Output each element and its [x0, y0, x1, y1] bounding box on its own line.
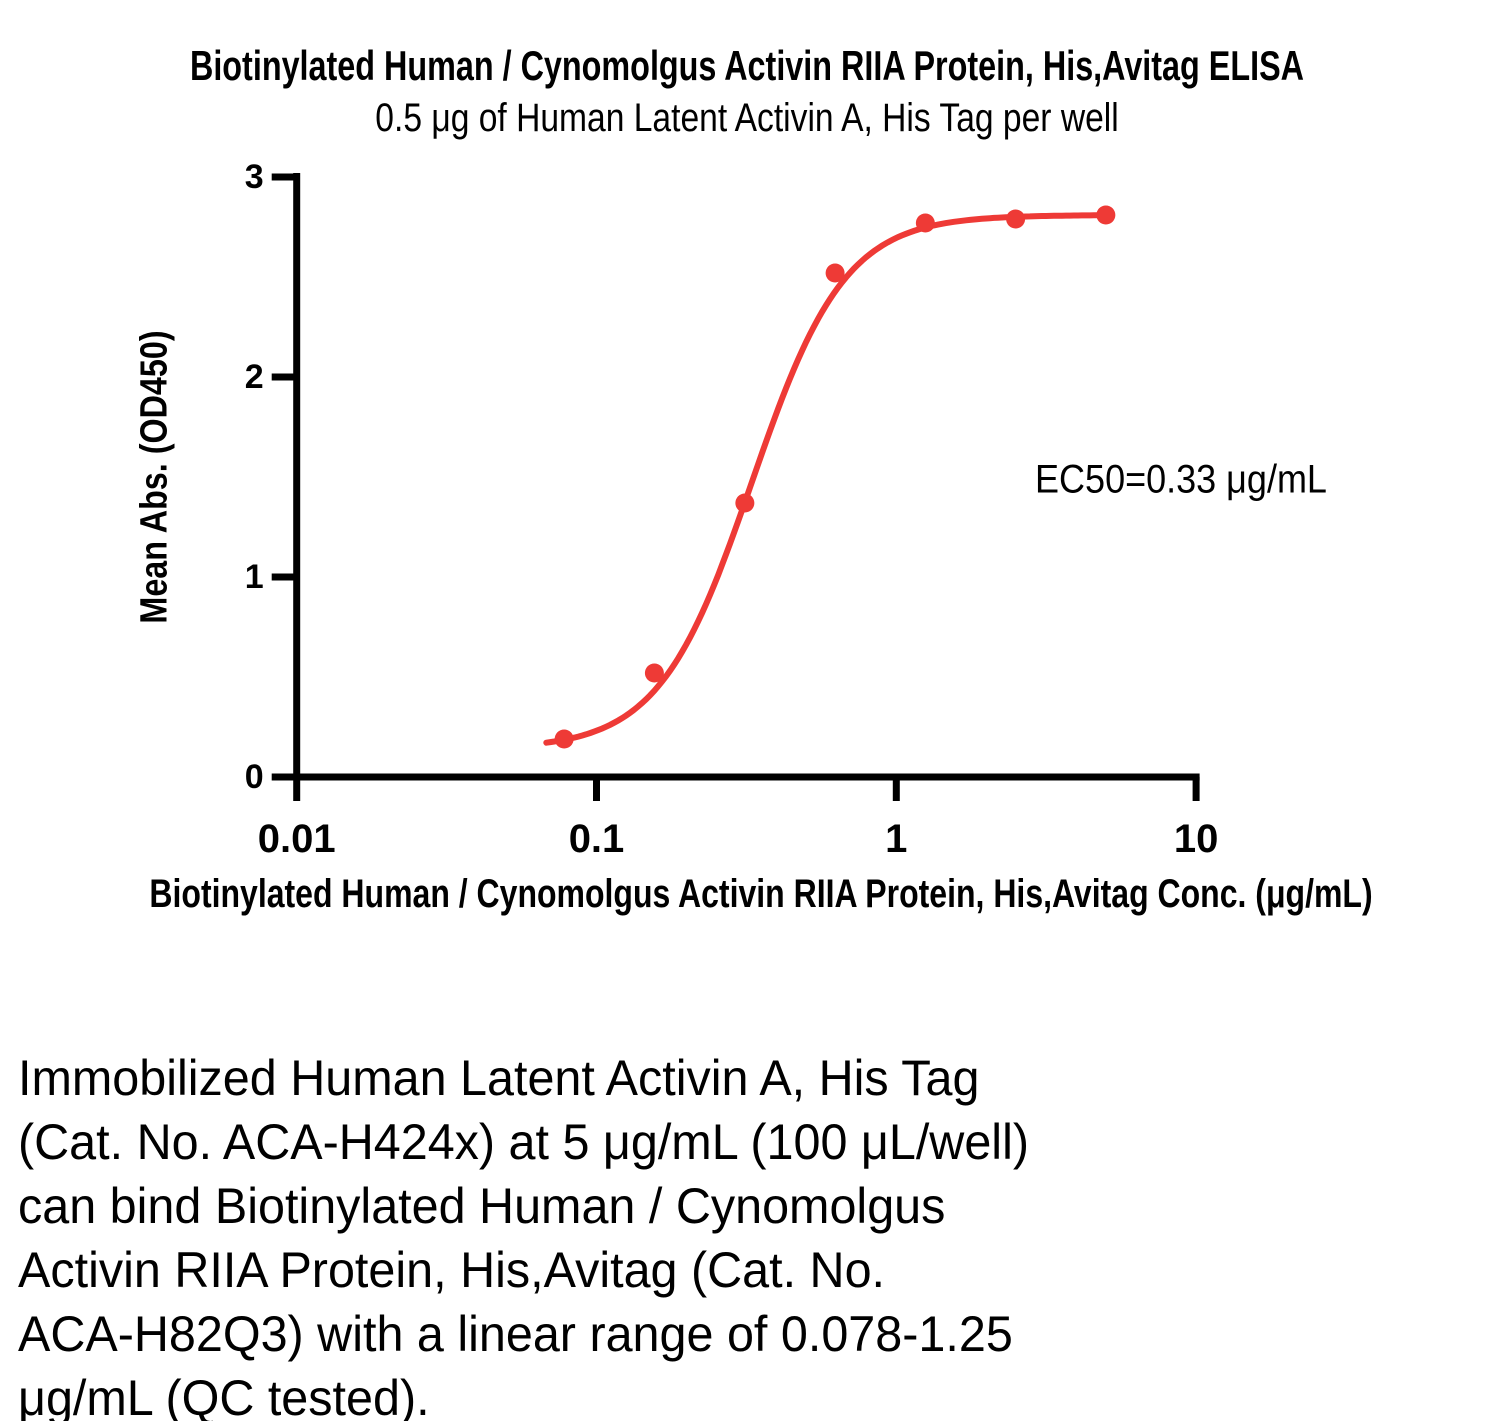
caption-line: can bind Biotinylated Human / Cynomolgus: [18, 1178, 946, 1234]
x-axis-title: Biotinylated Human / Cynomolgus Activin …: [149, 872, 1373, 916]
data-point: [825, 263, 845, 283]
x-tick-label: 0.01: [258, 817, 336, 861]
data-point: [644, 663, 664, 683]
y-tick-label: 2: [245, 358, 264, 396]
caption-line: μg/mL (QC tested).: [18, 1370, 430, 1421]
elisa-plot: 0 1 2 3 0.01 0.1 1 10: [245, 158, 1219, 861]
caption-line: Immobilized Human Latent Activin A, His …: [18, 1050, 980, 1106]
y-tick-label: 3: [245, 158, 264, 196]
dose-response-curve: [543, 212, 1109, 746]
chart-subtitle: 0.5 μg of Human Latent Activin A, His Ta…: [375, 96, 1119, 140]
figure-caption: Immobilized Human Latent Activin A, His …: [18, 1046, 1060, 1421]
x-tick-label: 10: [1174, 817, 1219, 861]
caption-line: Activin RIIA Protein, His,Avitag (Cat. N…: [18, 1242, 886, 1298]
x-tick-label: 1: [885, 817, 907, 861]
data-point: [1006, 209, 1026, 229]
data-point: [554, 729, 574, 749]
caption-line: (Cat. No. ACA-H424x) at 5 μg/mL (100 μL/…: [18, 1114, 1029, 1170]
y-tick-label: 1: [245, 558, 264, 596]
caption-line: ACA-H82Q3) with a linear range of 0.078-…: [18, 1306, 1013, 1362]
y-axis-title: Mean Abs. (OD450): [133, 330, 176, 624]
chart-title: Biotinylated Human / Cynomolgus Activin …: [189, 42, 1305, 89]
data-point: [1096, 205, 1116, 225]
data-point: [735, 493, 755, 513]
ec50-annotation: EC50=0.33 μg/mL: [1035, 457, 1327, 502]
data-point: [915, 213, 935, 233]
y-tick-label: 0: [245, 758, 264, 796]
x-tick-label: 0.1: [569, 817, 625, 861]
